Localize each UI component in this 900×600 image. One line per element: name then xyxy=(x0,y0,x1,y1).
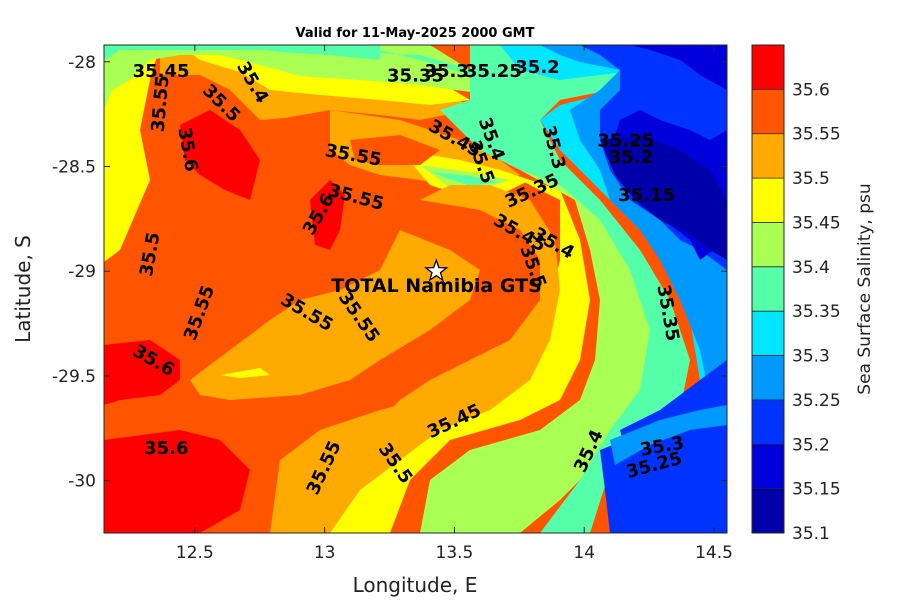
band-orange-east-land xyxy=(380,185,560,430)
y-axis-label: Latitude, S xyxy=(11,235,35,343)
band-aqua-intrusion xyxy=(430,172,500,186)
band-red-southwest xyxy=(104,430,250,533)
colorbar-tick-label: 35.25 xyxy=(792,391,841,411)
contour-label: 35.6 xyxy=(144,438,188,459)
site-star-icon xyxy=(423,258,449,282)
colorbar-label: Sea Surface Salinity, psu xyxy=(855,183,875,394)
y-tick-label: -30 xyxy=(68,472,96,492)
x-tick-label: 13 xyxy=(314,543,336,563)
y-tick-label: -28.5 xyxy=(52,157,96,177)
colorbar-tick-label: 35.15 xyxy=(792,480,841,500)
band-green-top xyxy=(104,45,500,95)
colorbar-tick-label: 35.35 xyxy=(792,302,841,322)
colorbar-swatch xyxy=(752,355,784,400)
contour-label: 35.25 xyxy=(597,130,654,151)
band-red-north xyxy=(180,110,260,200)
band-teal-top-strip xyxy=(230,45,380,60)
contour-bands xyxy=(104,45,727,533)
colorbar-tick-label: 35.6 xyxy=(792,80,830,100)
colorbar-swatch xyxy=(752,488,784,533)
colorbar-swatch xyxy=(752,444,784,489)
colorbar-tick-label: 35.2 xyxy=(792,435,830,455)
colorbar-tick-label: 35.5 xyxy=(792,169,830,189)
contour-label: 35.3 xyxy=(424,61,468,82)
y-tick-label: -29 xyxy=(68,262,96,282)
site-marker: TOTAL Namibia GTS xyxy=(331,258,542,297)
band-yellow-left xyxy=(104,45,160,262)
colorbar-swatch xyxy=(752,399,784,445)
contour-label: 35.2 xyxy=(609,147,653,168)
contour-label: 35.15 xyxy=(618,185,675,206)
colorbar-swatch xyxy=(752,266,784,312)
band-orange-center xyxy=(190,230,480,400)
colorbar-swatch xyxy=(752,89,784,134)
colorbar: 35.1 35.15 35.2 35.25 35.3 35.35 35.4 35.45 35.5… xyxy=(751,44,841,544)
contour-label: 35.45 xyxy=(133,61,190,82)
colorbar-swatch xyxy=(752,133,784,179)
contour-label: 35.35 xyxy=(387,65,444,86)
contour-label: 35.25 xyxy=(465,61,522,82)
band-35.35-east xyxy=(440,45,690,533)
x-tick-label: 13.5 xyxy=(436,543,474,563)
chart-title: Valid for 11-May-2025 2000 GMT xyxy=(296,26,535,41)
y-tick-label: -28 xyxy=(68,53,96,73)
colorbar-tick-label: 35.55 xyxy=(792,125,841,145)
band-red-northpatch xyxy=(350,135,440,165)
band-red-center xyxy=(310,180,345,250)
colorbar-swatch xyxy=(752,311,784,356)
x-axis: 12.5 13 13.5 14 14.5 xyxy=(176,45,733,563)
x-tick-label: 14 xyxy=(573,543,595,563)
y-axis: -28 -28.5 -29 -29.5 -30 xyxy=(52,53,727,492)
y-tick-label: -29.5 xyxy=(52,367,96,387)
band-red-west xyxy=(104,340,180,405)
site-label: TOTAL Namibia GTS xyxy=(331,275,542,297)
colorbar-tick-label: 35.3 xyxy=(792,347,830,367)
colorbar-swatch xyxy=(752,178,784,223)
band-35.1-east xyxy=(600,135,727,260)
band-yellow-lens xyxy=(220,368,270,378)
contour-label: 35.55 xyxy=(148,74,174,133)
band-aqua-top xyxy=(104,45,500,80)
band-35.4-east xyxy=(420,170,660,533)
band-orange-south xyxy=(270,400,440,533)
x-axis-label: Longitude, E xyxy=(353,573,478,597)
x-tick-label: 14.5 xyxy=(695,543,733,563)
colorbar-tick-label: 35.1 xyxy=(792,524,830,544)
colorbar-swatch xyxy=(752,222,784,267)
colorbar-tick-label: 35.45 xyxy=(792,213,841,233)
colorbar-swatch xyxy=(752,45,784,90)
colorbar-tick-label: 35.4 xyxy=(792,258,830,278)
contour-label: 35.2 xyxy=(515,57,559,78)
plot-frame xyxy=(103,44,728,534)
x-tick-label: 12.5 xyxy=(176,543,214,563)
band-35.25-southeast xyxy=(610,405,727,465)
